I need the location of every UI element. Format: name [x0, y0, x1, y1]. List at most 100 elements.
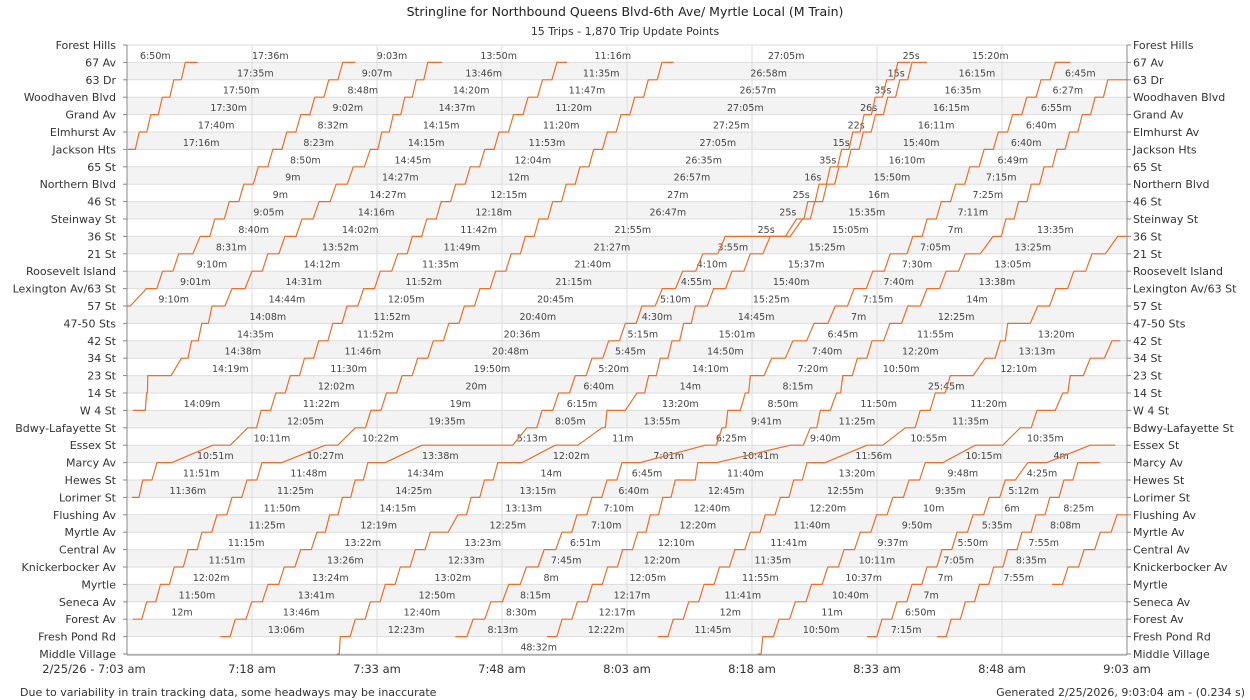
headway-label: 11:41m	[770, 538, 807, 549]
headway-label: 20:45m	[537, 295, 574, 306]
headway-label: 19m	[450, 399, 471, 410]
station-label-left: Lexington Av/63 St	[13, 283, 117, 296]
station-label-right: Hewes St	[1133, 474, 1185, 487]
axes: 2/25/26 - 7:03 am 7:18 am 7:33 am 7:48 am 8:…	[13, 39, 1238, 676]
train-trip-line-C	[132, 61, 442, 411]
headway-label: 10:22m	[362, 434, 399, 445]
headway-label: 12:20m	[680, 521, 717, 532]
headway-label: 12:10m	[1000, 364, 1037, 375]
headway-label: 13:22m	[345, 538, 382, 549]
station-label-right: Forest Av	[1133, 613, 1184, 626]
headway-label: 10:40m	[832, 590, 869, 601]
station-label-right: Myrtle Av	[1133, 526, 1185, 539]
train-trip-line-N	[1052, 514, 1127, 585]
headway-label: 8:25m	[1063, 503, 1094, 514]
headway-label: 9:07m	[362, 68, 393, 79]
headway-label: 6:40m	[618, 486, 649, 497]
headway-label: 27:05m	[727, 103, 764, 114]
train-trip-line-J	[657, 235, 1127, 638]
headway-label: 14:37m	[439, 103, 476, 114]
headway-label: 12:17m	[599, 608, 636, 619]
headway-label: 27:05m	[700, 138, 737, 149]
chart-title: Stringline for Northbound Queens Blvd-6t…	[407, 4, 844, 19]
headway-label: 8m	[544, 573, 559, 584]
headway-label: 13:23m	[465, 538, 502, 549]
headway-label: 17:36m	[252, 51, 289, 62]
headway-label: 6:40m	[583, 382, 614, 393]
station-label-right: Middle Village	[1133, 648, 1210, 661]
headway-label: 11:35m	[755, 556, 792, 567]
station-label-left: Northern Blvd	[40, 178, 116, 191]
headway-label: 21:55m	[615, 225, 652, 236]
headway-label: 5:20m	[598, 364, 629, 375]
headway-label: 3:55m	[718, 242, 749, 253]
headway-label: 8:30m	[506, 608, 537, 619]
headway-label: 9:05m	[253, 208, 284, 219]
headway-label: 10:37m	[845, 573, 882, 584]
headway-label: 9:41m	[751, 416, 782, 427]
station-label-left: Knickerbocker Av	[22, 561, 117, 574]
station-label-right: Essex St	[1133, 439, 1180, 452]
station-label-left: Elmhurst Av	[50, 126, 117, 139]
train-trip-line-H	[455, 61, 1071, 638]
headway-label: 5:35m	[982, 521, 1013, 532]
headway-label: 13:20m	[662, 399, 699, 410]
headway-label: 16:11m	[918, 121, 955, 132]
headway-label: 16:35m	[945, 86, 982, 97]
station-label-left: 23 St	[87, 370, 116, 383]
headway-label: 26:58m	[750, 68, 787, 79]
headway-label: 27:05m	[768, 51, 805, 62]
x-tick-label: 8:03 am	[603, 662, 651, 676]
headway-label: 15:37m	[788, 260, 825, 271]
headway-label: 11:55m	[742, 573, 779, 584]
headway-label: 11:22m	[303, 399, 340, 410]
headway-label: 6:15m	[567, 399, 598, 410]
station-label-left: 36 St	[87, 230, 116, 243]
station-label-left: Myrtle	[81, 578, 116, 591]
headway-label: 12:40m	[694, 503, 731, 514]
headway-label: 11:50m	[264, 503, 301, 514]
headway-label: 9:40m	[810, 434, 841, 445]
headway-label: 8:50m	[768, 399, 799, 410]
headway-label: 16:15m	[933, 103, 970, 114]
station-label-left: Myrtle Av	[64, 526, 116, 539]
headway-label: 11:47m	[569, 86, 606, 97]
headway-label: 12:15m	[490, 190, 527, 201]
headway-label: 7:55m	[1028, 538, 1059, 549]
station-label-left: Marcy Av	[66, 457, 116, 470]
headway-label: 11:40m	[794, 521, 831, 532]
headway-label: 15:35m	[849, 208, 886, 219]
headway-label: 9m	[285, 173, 300, 184]
x-tick-label: 7:48 am	[478, 662, 526, 676]
headway-label: 12:25m	[938, 312, 975, 323]
headway-label: 11:53m	[529, 138, 566, 149]
headway-label: 22s	[848, 121, 865, 132]
headway-label: 8:13m	[488, 625, 519, 636]
station-label-right: 21 St	[1133, 248, 1162, 261]
train-trip-line-M	[937, 462, 1101, 638]
station-label-left: Woodhaven Blvd	[24, 91, 116, 104]
headway-label: 15:40m	[903, 138, 940, 149]
headway-label: 6:50m	[905, 608, 936, 619]
headway-label: 11:52m	[357, 329, 394, 340]
headway-label: 13:35m	[1037, 225, 1074, 236]
headway-label: 25s	[903, 51, 920, 62]
headway-label: 14:27m	[382, 173, 419, 184]
train-trip-line-E	[132, 61, 674, 620]
station-label-left: Seneca Av	[59, 596, 117, 609]
headway-label: 15:25m	[809, 242, 846, 253]
headway-label: 12:10m	[658, 538, 695, 549]
headway-label: 12:55m	[827, 486, 864, 497]
headway-label: 13:38m	[422, 451, 459, 462]
x-tick-label: 8:33 am	[853, 662, 901, 676]
x-tick-label: 8:18 am	[728, 662, 776, 676]
headway-label: 12:25m	[490, 521, 527, 532]
headway-label: 9:03m	[377, 51, 408, 62]
headway-label: 7:25m	[973, 190, 1004, 201]
headway-label: 8:05m	[555, 416, 586, 427]
headway-label: 8:35m	[1016, 556, 1047, 567]
headway-label: 15:01m	[719, 329, 756, 340]
headway-label: 11:41m	[725, 590, 762, 601]
headway-label: 14:35m	[237, 329, 274, 340]
headway-label: 12:20m	[810, 503, 847, 514]
